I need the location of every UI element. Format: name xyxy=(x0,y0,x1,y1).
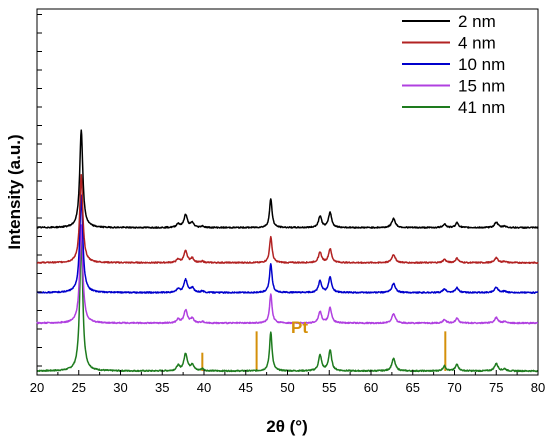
x-tick-label: 45 xyxy=(239,380,253,395)
y-ticks xyxy=(37,14,42,367)
series-line xyxy=(36,224,539,325)
series-line xyxy=(36,194,539,294)
x-tick-label: 70 xyxy=(447,380,461,395)
legend-label: 15 nm xyxy=(458,77,505,96)
x-tick-label: 30 xyxy=(113,380,127,395)
legend-label: 2 nm xyxy=(458,12,496,31)
series-line xyxy=(36,238,539,373)
x-tick-label: 25 xyxy=(72,380,86,395)
x-tick-label: 60 xyxy=(364,380,378,395)
y-axis-title: Intensity (a.u.) xyxy=(5,134,24,249)
x-tick-label: 50 xyxy=(280,380,294,395)
x-axis-title: 2θ (°) xyxy=(266,417,308,436)
series-line xyxy=(36,129,539,229)
x-tick-label: 80 xyxy=(531,380,545,395)
x-tick-label: 55 xyxy=(322,380,336,395)
x-tick-label: 40 xyxy=(197,380,211,395)
series-lines xyxy=(36,129,539,373)
pt-reference-label: Pt xyxy=(291,318,308,337)
legend-label: 10 nm xyxy=(458,55,505,74)
x-tick-label: 20 xyxy=(30,380,44,395)
x-tick-label: 35 xyxy=(155,380,169,395)
legend-label: 41 nm xyxy=(458,98,505,117)
legend: 2 nm 4 nm 10 nm 15 nm 41 nm xyxy=(402,12,505,117)
x-tick-label: 75 xyxy=(489,380,503,395)
legend-label: 4 nm xyxy=(458,34,496,53)
x-ticks: 20 25 30 35 40 45 50 55 60 65 70 75 80 xyxy=(30,370,545,395)
x-tick-label: 65 xyxy=(406,380,420,395)
series-line xyxy=(36,174,539,265)
